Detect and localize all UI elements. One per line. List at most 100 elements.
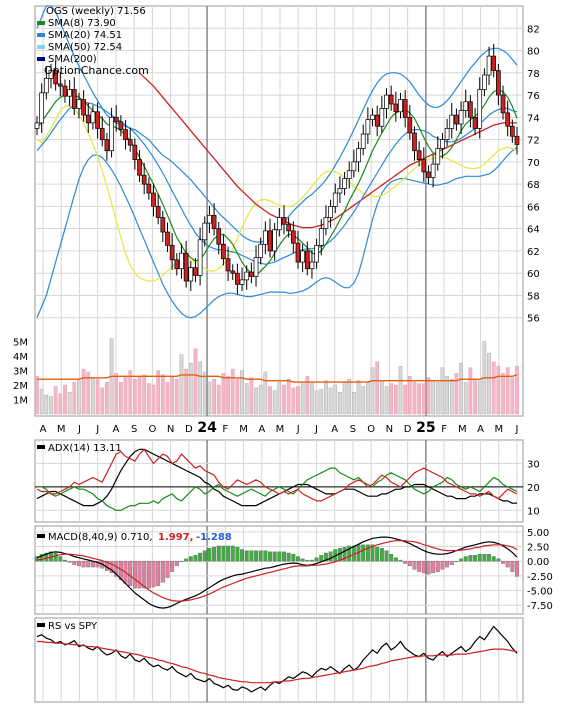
macd-histogram-bar	[221, 545, 226, 562]
macd-histogram-bar	[347, 545, 352, 562]
macd-histogram-bar	[435, 561, 440, 572]
adx-series	[35, 448, 523, 511]
month-label: A	[477, 424, 484, 435]
candle-body	[416, 150, 422, 160]
macd-histogram-bar	[379, 548, 384, 562]
legend-sma50: SMA(50) 72.54	[48, 42, 122, 53]
month-label: F	[441, 424, 447, 435]
price-tick-label: 72	[527, 136, 540, 147]
macd-histogram-bar	[319, 555, 324, 562]
price-tick-label: 76	[527, 91, 540, 102]
macd-histogram-bar	[417, 561, 422, 572]
candle-body	[71, 89, 77, 109]
volume-bar	[216, 384, 221, 415]
macd-histogram-bar	[249, 550, 254, 562]
candle-body	[332, 192, 338, 207]
month-label: S	[350, 424, 356, 435]
candle-body	[155, 206, 161, 218]
candle-body	[309, 261, 315, 270]
volume-bar	[463, 381, 468, 415]
macd-histogram-bar	[207, 548, 212, 562]
volume-bar	[170, 376, 175, 415]
macd-histogram-bar	[268, 551, 272, 562]
candle-body	[281, 217, 287, 225]
candle-body	[262, 230, 268, 245]
macd-histogram-bar	[76, 561, 81, 567]
candle-body	[430, 163, 436, 178]
macd-histogram-bar	[193, 555, 198, 562]
month-label: A	[113, 424, 120, 435]
volume-bar	[226, 376, 230, 415]
volume-bar	[240, 370, 244, 415]
month-label: M	[57, 424, 66, 435]
volume-bar	[393, 384, 398, 415]
macd-histogram-bar	[505, 561, 510, 568]
macd-histogram-bar	[491, 556, 496, 562]
volume-bar	[417, 383, 422, 415]
macd-histogram-bar	[473, 555, 478, 562]
volume-bar	[505, 367, 510, 415]
volume-bar	[496, 365, 501, 415]
candle-body	[188, 267, 194, 282]
candle-body	[165, 231, 170, 246]
volume-tick-label: 3M	[13, 367, 28, 378]
month-label: M	[239, 424, 248, 435]
candle-body	[183, 252, 189, 282]
candle-body	[109, 116, 114, 152]
macd-histogram-bar	[132, 561, 137, 589]
volume-bar	[310, 383, 314, 415]
macd-title-part1: MACD(8,40,9) 0.710,	[48, 532, 153, 543]
macd-histogram-bar	[142, 561, 147, 589]
macd-histogram-bar	[454, 561, 459, 562]
candle-body	[141, 174, 147, 185]
candle-body	[169, 245, 175, 261]
macd-histogram-bar	[272, 551, 277, 562]
macd-histogram-bar	[44, 552, 49, 562]
candle-body	[449, 114, 455, 129]
month-label: O	[367, 424, 375, 435]
candle-body	[230, 270, 236, 274]
candle-body	[300, 250, 305, 263]
candle-body	[290, 230, 296, 244]
legend-swatch-sma200	[37, 57, 45, 61]
macd-title-part2: 1.997,	[158, 532, 193, 543]
volume-bar	[198, 361, 202, 415]
rs-panel-frame	[34, 617, 524, 703]
adx-title: ADX(14) 13.11	[48, 443, 122, 454]
volume-bar	[384, 386, 389, 415]
month-label: J	[515, 424, 519, 435]
candle-body	[249, 271, 254, 277]
candle-body	[244, 271, 250, 281]
lower-band-line	[36, 146, 518, 319]
volume-bar	[487, 352, 491, 415]
candle-body	[151, 192, 156, 207]
volume-bar	[244, 383, 249, 415]
macd-histogram-bar	[86, 561, 91, 568]
macd-histogram-bar	[440, 561, 445, 570]
candle-body	[374, 114, 380, 127]
volume-bar	[435, 381, 440, 415]
volume-bar	[366, 381, 370, 415]
candle-body	[328, 206, 333, 218]
volume-average-line	[37, 374, 518, 383]
candle-body	[393, 103, 399, 113]
volume-bar	[114, 373, 119, 415]
macd-histogram-bar	[53, 552, 58, 562]
candle-body	[314, 245, 319, 263]
macd-histogram-bar	[393, 557, 398, 562]
macd-histogram-bar	[226, 545, 231, 562]
legend-swatch-sma8	[37, 21, 45, 25]
legend-swatch-adx	[37, 445, 45, 449]
volume-bar	[356, 380, 361, 415]
volume-bar	[230, 368, 235, 415]
macd-histogram-bar	[184, 558, 189, 562]
macd-histogram-bar	[305, 559, 310, 562]
candle-body	[85, 114, 91, 124]
volume-bar	[468, 367, 473, 415]
candle-body	[99, 128, 105, 140]
month-label: A	[331, 424, 338, 435]
volume-bar	[449, 378, 454, 415]
macd-histogram-bar	[235, 546, 240, 562]
candle-body	[407, 116, 413, 134]
volume-bar	[174, 378, 179, 415]
